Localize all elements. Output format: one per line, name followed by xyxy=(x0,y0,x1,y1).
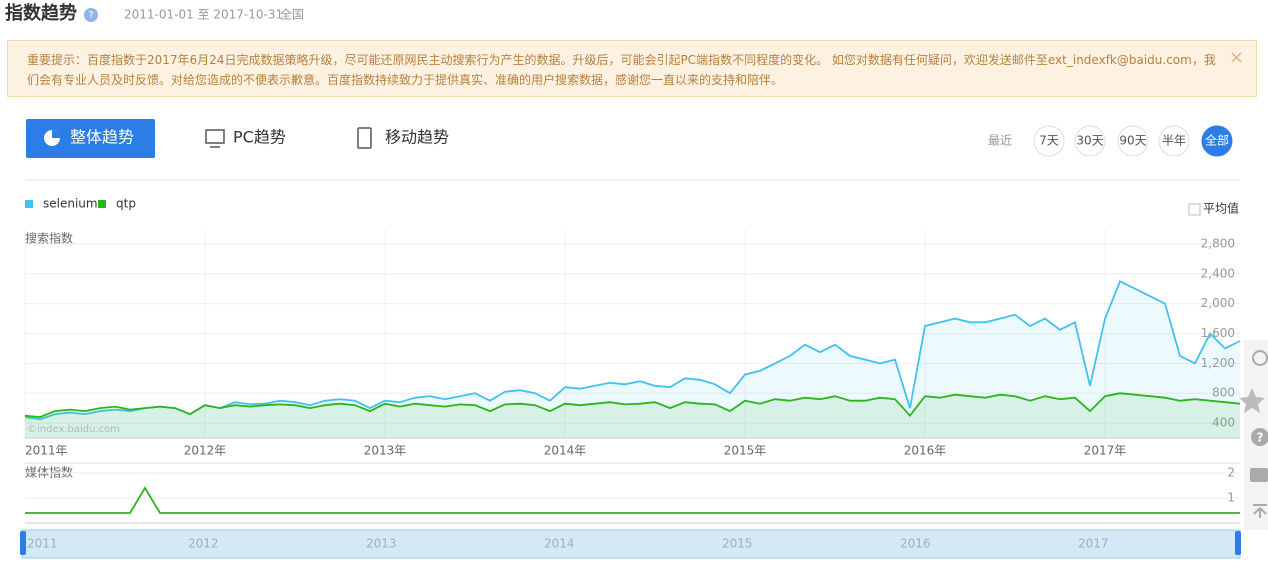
x-tick-label: 2013年 xyxy=(364,444,407,458)
y-axis-title: 搜索指数 xyxy=(25,231,73,246)
period-option[interactable] xyxy=(1117,125,1149,157)
share-icon[interactable] xyxy=(1252,350,1268,366)
legend-swatch[interactable] xyxy=(25,200,33,208)
y-tick-label: 800 xyxy=(1212,386,1235,400)
y-tick-label: 2,000 xyxy=(1201,296,1235,310)
y-tick-label: 2,400 xyxy=(1201,266,1235,280)
watermark: ©index.baidu.com xyxy=(27,424,120,435)
slider-label: 2013 xyxy=(366,537,397,551)
top-icon[interactable] xyxy=(1253,504,1267,518)
period-option-label[interactable]: 90天 xyxy=(1119,134,1146,148)
series-area xyxy=(25,281,1240,438)
y-tick-label: 2 xyxy=(1227,466,1235,480)
star-icon[interactable] xyxy=(1239,388,1265,413)
period-option-label[interactable]: 全部 xyxy=(1205,133,1229,148)
notice-text: 重要提示：百度指数于2017年6月24日完成数据策略升级，尽可能还原网民主动搜索… xyxy=(27,53,1216,87)
period-option[interactable] xyxy=(1201,125,1233,157)
series-line xyxy=(25,486,1240,514)
mobile-icon xyxy=(357,127,372,149)
series-area xyxy=(25,393,1240,438)
slider-track[interactable] xyxy=(21,529,1241,559)
slider-label: 2011 xyxy=(27,537,58,551)
date-range: 2011-01-01 至 2017-10-31 xyxy=(124,8,283,22)
slider-label: 2016 xyxy=(900,537,931,551)
x-tick-label: 2011年 xyxy=(25,444,68,458)
period-option-label[interactable]: 7天 xyxy=(1039,134,1059,148)
y-tick-label: 2,800 xyxy=(1201,236,1235,250)
legend-label[interactable]: qtp xyxy=(116,197,136,211)
x-tick-label: 2016年 xyxy=(904,444,947,458)
header-bar xyxy=(0,0,1268,36)
slider-label: 2014 xyxy=(544,537,575,551)
y-tick-label: 400 xyxy=(1212,416,1235,430)
series-line xyxy=(24,392,1241,419)
comment-icon[interactable] xyxy=(1250,468,1268,482)
tab-label[interactable]: PC趋势 xyxy=(233,128,286,147)
notice-close[interactable]: × xyxy=(1228,47,1244,68)
slider-label: 2015 xyxy=(722,537,753,551)
average-checkbox[interactable] xyxy=(1188,203,1201,216)
help-side-icon[interactable] xyxy=(1251,428,1268,446)
page-title: 指数趋势 xyxy=(5,2,77,24)
x-tick-label: 2017年 xyxy=(1084,444,1127,458)
notice: 重要提示：百度指数于2017年6月24日完成数据策略升级，尽可能还原网民主动搜索… xyxy=(7,40,1257,97)
x-tick-label: 2012年 xyxy=(184,444,227,458)
slider-label: 2012 xyxy=(188,537,219,551)
slider-handle[interactable] xyxy=(1235,531,1241,555)
help-icon-glyph: ? xyxy=(88,10,93,21)
region: 全国 xyxy=(280,7,304,22)
period-option[interactable] xyxy=(1158,125,1190,157)
period-option[interactable] xyxy=(1033,125,1065,157)
help-side-glyph: ? xyxy=(1257,431,1264,445)
tab-label[interactable]: 移动趋势 xyxy=(385,128,449,147)
y-tick-label: 1,200 xyxy=(1201,356,1235,370)
x-tick-label: 2015年 xyxy=(724,444,767,458)
legend-label[interactable]: selenium xyxy=(43,197,98,211)
slider-label: 2017 xyxy=(1078,537,1109,551)
period-option[interactable] xyxy=(1074,125,1106,157)
y-axis-title: 媒体指数 xyxy=(25,465,73,480)
help-icon[interactable] xyxy=(84,8,98,22)
tab-active[interactable] xyxy=(26,119,155,158)
tab-label[interactable]: 整体趋势 xyxy=(70,128,134,147)
series-line xyxy=(24,280,1241,421)
legend-swatch[interactable] xyxy=(98,200,106,208)
x-tick-label: 2014年 xyxy=(544,444,587,458)
tab-icon xyxy=(52,130,60,138)
y-tick-label: 1 xyxy=(1227,491,1235,505)
pc-icon xyxy=(205,129,225,144)
period-option-label[interactable]: 30天 xyxy=(1076,134,1103,148)
period-option-label[interactable]: 半年 xyxy=(1162,134,1186,148)
period-label: 最近 xyxy=(988,134,1012,148)
slider-handle[interactable] xyxy=(20,531,26,555)
average-label[interactable]: 平均值 xyxy=(1203,201,1239,216)
y-tick-label: 1,600 xyxy=(1201,326,1235,340)
